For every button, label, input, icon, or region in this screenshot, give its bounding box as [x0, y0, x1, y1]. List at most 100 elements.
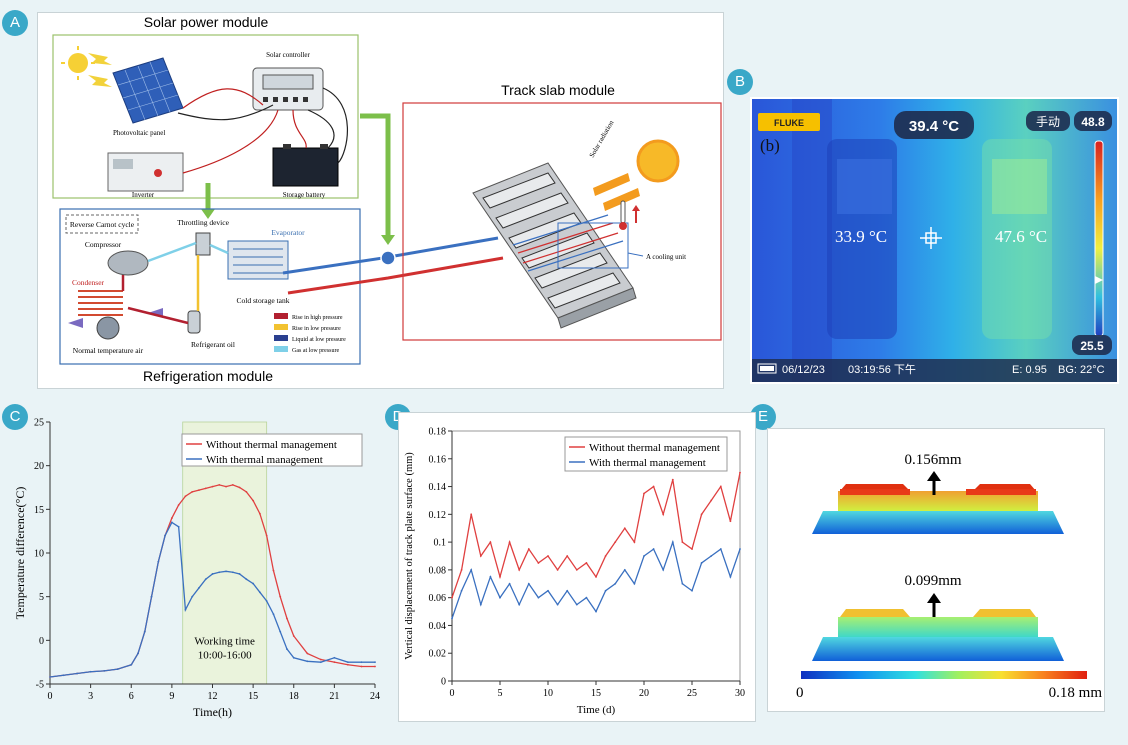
- data-point: [643, 492, 645, 495]
- y-tick-label: 0: [441, 677, 446, 688]
- mode-label: 手动: [1036, 115, 1060, 129]
- data-point: [575, 603, 578, 606]
- data-point: [508, 541, 511, 544]
- data-point: [204, 487, 207, 490]
- data-point: [662, 568, 665, 571]
- x-tick-label: 18: [289, 691, 299, 702]
- solar-controller-label: Solar controller: [266, 51, 310, 59]
- y-tick-label: 0.02: [429, 649, 447, 660]
- deformation-contour: 0.156mm 0.099mm 0 0.18 mm: [796, 452, 1102, 701]
- data-point: [130, 663, 133, 666]
- data-point: [306, 652, 309, 655]
- emissivity: E: 0.95: [1012, 364, 1047, 376]
- panel-d: 0 5 10 15 20 25 30 0 0.02 0.04 0.06 0.08 0.1 0.12 0.14…: [398, 412, 756, 722]
- temperature-scale: [1094, 140, 1104, 337]
- data-point: [333, 661, 336, 664]
- data-point: [347, 661, 349, 664]
- data-point: [191, 595, 194, 598]
- data-point: [489, 541, 492, 544]
- data-point: [662, 513, 665, 516]
- x-tick-label: 10: [543, 688, 553, 699]
- data-point: [537, 562, 540, 564]
- data-point: [265, 534, 268, 537]
- y-tick-label: 0.16: [429, 454, 447, 465]
- data-point: [710, 555, 713, 557]
- data-point: [691, 548, 693, 550]
- data-point: [499, 575, 501, 578]
- data-point: [150, 595, 153, 598]
- data-point: [360, 661, 363, 664]
- data-point: [527, 582, 530, 585]
- svg-text:FLUKE: FLUKE: [774, 118, 804, 128]
- y-tick-label: 0.1: [434, 538, 447, 549]
- data-point: [306, 660, 309, 663]
- data-point: [258, 591, 261, 594]
- data-point: [225, 570, 227, 573]
- time: 03:19:56 下午: [848, 363, 916, 376]
- x-tick-label: 12: [208, 691, 218, 702]
- data-point: [231, 571, 234, 574]
- bottom-displacement-value: 0.099mm: [904, 573, 961, 589]
- refrigerant-oil-label: Refrigerant oil: [191, 340, 235, 349]
- vertical-displacement-chart: 0 5 10 15 20 25 30 0 0.02 0.04 0.06 0.08 0.1 0.12 0.14…: [404, 427, 745, 717]
- data-point: [319, 661, 322, 664]
- fan-icon: [96, 316, 120, 340]
- data-point: [89, 670, 92, 673]
- data-point: [595, 575, 597, 578]
- x-tick-label: 0: [450, 688, 455, 699]
- data-point: [286, 648, 288, 650]
- data-point: [279, 595, 282, 598]
- data-point: [470, 513, 473, 516]
- x-tick-label: 0: [48, 691, 53, 702]
- data-point: [566, 589, 569, 592]
- x-tick-label: 25: [687, 688, 697, 699]
- data-point: [739, 471, 741, 474]
- x-tick-label: 30: [735, 688, 745, 699]
- panel-c: 0 3 6 9 12 15 18 21 24 -5 0 5 10 15 20 25 Time(h) Tempera…: [13, 412, 394, 720]
- data-point: [585, 562, 588, 564]
- data-point: [177, 504, 180, 506]
- y-tick-label: -5: [36, 680, 44, 691]
- y-tick-label: 10: [34, 549, 44, 560]
- min-temp: 25.5: [1080, 339, 1104, 353]
- data-point: [49, 676, 51, 678]
- data-point: [527, 548, 530, 550]
- data-point: [177, 525, 180, 528]
- top-displacement-value: 0.156mm: [904, 452, 961, 468]
- color-scale-bar: [801, 671, 1087, 679]
- left-temp: 33.9 °C: [835, 227, 887, 246]
- cooling-unit-label: A cooling unit: [646, 253, 686, 261]
- max-temp: 48.8: [1081, 115, 1105, 129]
- x-tick-label: 21: [329, 691, 339, 702]
- data-point: [451, 596, 453, 599]
- data-point: [595, 610, 597, 613]
- svg-text:Gas at low pressure: Gas at low pressure: [292, 348, 339, 354]
- data-point: [198, 587, 200, 589]
- data-point: [272, 569, 275, 572]
- data-point: [518, 568, 521, 571]
- x-tick-label: 6: [129, 691, 134, 702]
- scale-min: 0: [796, 685, 804, 701]
- background-temp: BG: 22°C: [1058, 364, 1105, 376]
- sun-icon: [68, 53, 88, 73]
- y-tick-label: 0.08: [429, 565, 447, 576]
- x-tick-label: 9: [169, 691, 174, 702]
- solar-radiation-label: Solar radiation: [588, 119, 616, 159]
- annotation-text: Working time: [194, 636, 255, 648]
- data-point: [191, 490, 194, 493]
- data-point: [652, 548, 655, 550]
- data-point: [218, 571, 221, 574]
- x-axis-label: Time(h): [193, 705, 232, 719]
- compressor-label: Compressor: [85, 240, 122, 249]
- data-point: [170, 517, 173, 519]
- data-point: [374, 665, 376, 668]
- data-point: [614, 582, 617, 585]
- model-without-cooling: [812, 484, 1064, 534]
- radiation-arrow-icon: [593, 173, 630, 196]
- data-point: [643, 555, 645, 557]
- data-point: [76, 672, 78, 675]
- battery-icon: [757, 363, 777, 374]
- svg-text:Liquid at low pressure: Liquid at low pressure: [292, 337, 346, 343]
- evaporator-label: Evaporator: [271, 228, 305, 237]
- data-point: [681, 541, 684, 544]
